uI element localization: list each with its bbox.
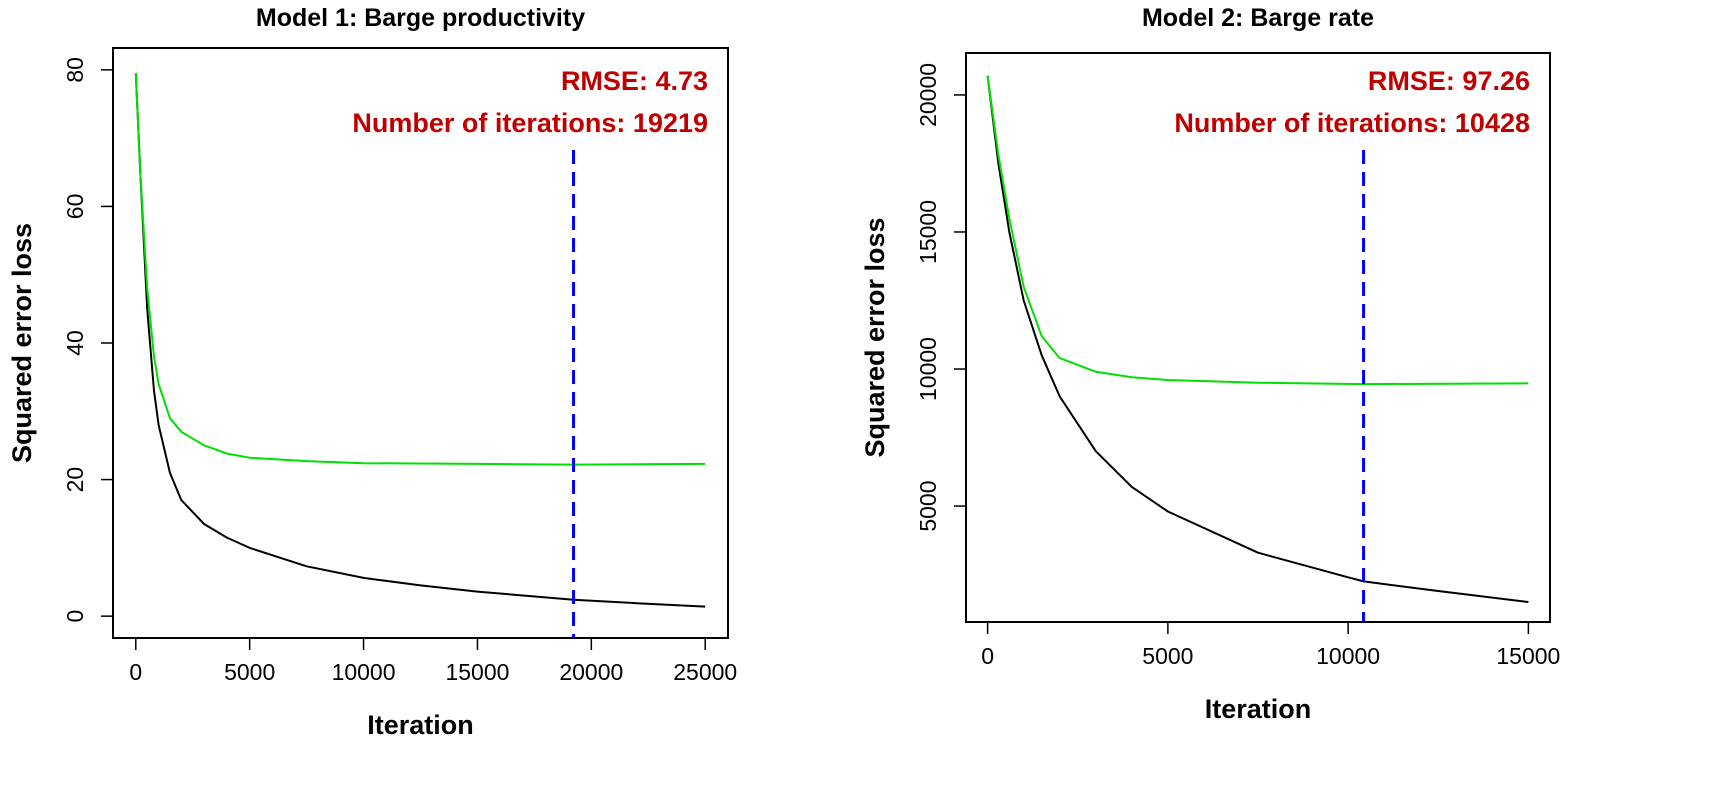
y-tick-label: 10000 bbox=[915, 337, 941, 401]
plot-box bbox=[965, 52, 1551, 623]
y-tick-label: 40 bbox=[62, 330, 88, 356]
y-tick-label: 20 bbox=[62, 467, 88, 493]
x-tick-label: 5000 bbox=[1142, 643, 1193, 669]
x-axis-label: Iteration bbox=[1205, 694, 1312, 724]
chart-title: Model 1: Barge productivity bbox=[256, 4, 585, 32]
x-tick-label: 0 bbox=[129, 659, 142, 685]
x-tick-label: 20000 bbox=[559, 659, 623, 685]
y-axis-label: Squared error loss bbox=[860, 217, 890, 457]
series-line-validation-loss bbox=[134, 73, 706, 466]
x-tick-label: 5000 bbox=[224, 659, 275, 685]
series-line-training-loss bbox=[986, 75, 1529, 603]
annotation-rmse: RMSE: 4.73 bbox=[561, 66, 708, 96]
x-tick-label: 25000 bbox=[673, 659, 737, 685]
chart-title: Model 2: Barge rate bbox=[1142, 4, 1374, 32]
y-tick-label: 5000 bbox=[915, 480, 941, 531]
y-tick-label: 60 bbox=[62, 194, 88, 220]
chart-panel-1: Model 1: Barge productivity 0 5000 10000 150… bbox=[7, 4, 737, 740]
series-line-training-loss bbox=[134, 73, 706, 608]
x-tick-label: 15000 bbox=[1496, 643, 1560, 669]
y-tick-label: 20000 bbox=[915, 63, 941, 127]
annotation-iterations: Number of iterations: 19219 bbox=[352, 108, 708, 138]
annotation-iterations: Number of iterations: 10428 bbox=[1174, 108, 1530, 138]
y-axis-label: Squared error loss bbox=[7, 223, 37, 463]
y-tick-label: 0 bbox=[62, 610, 88, 623]
x-tick-label: 0 bbox=[981, 643, 994, 669]
chart-panel-2: Model 2: Barge rate 0 5000 10000 15000 5000 10… bbox=[860, 4, 1560, 724]
y-tick-label: 15000 bbox=[915, 200, 941, 264]
x-tick-label: 10000 bbox=[332, 659, 396, 685]
series-line-validation-loss bbox=[986, 75, 1529, 386]
y-tick-label: 80 bbox=[62, 57, 88, 83]
annotation-rmse: RMSE: 97.26 bbox=[1368, 66, 1530, 96]
x-tick-label: 10000 bbox=[1316, 643, 1380, 669]
x-tick-label: 15000 bbox=[445, 659, 509, 685]
x-axis-label: Iteration bbox=[367, 710, 474, 740]
